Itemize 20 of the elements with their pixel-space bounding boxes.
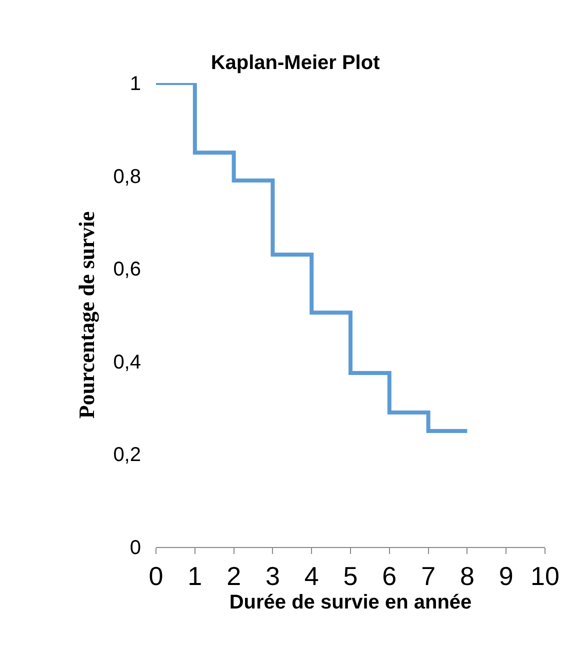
- x-tick-label: 9: [498, 561, 514, 592]
- x-tick-label: 1: [188, 561, 202, 592]
- y-tick-label: 0,4: [113, 351, 141, 374]
- x-tick-label: 3: [265, 561, 280, 592]
- x-tick-label: 0: [148, 561, 164, 592]
- y-tick-label: 0,8: [113, 166, 141, 188]
- x-tick-label: 4: [304, 561, 319, 592]
- y-tick-label: 0,2: [113, 444, 141, 466]
- x-tick-label: 7: [421, 561, 436, 592]
- chart-title: Kaplan-Meier Plot: [210, 52, 380, 74]
- x-tick-label: 6: [382, 561, 397, 592]
- x-tick-label: 5: [343, 561, 358, 592]
- x-axis-title: Durée de survie en année: [229, 592, 472, 614]
- x-tick-label: 2: [226, 561, 242, 592]
- y-axis-title: Pourcentage de survie: [74, 211, 99, 419]
- x-tick-label: 10: [530, 561, 560, 592]
- x-tick-label: 8: [460, 561, 474, 592]
- y-tick-label: 0: [130, 537, 141, 559]
- y-tick-label: 0,6: [113, 258, 141, 281]
- y-tick-label: 1: [130, 73, 141, 95]
